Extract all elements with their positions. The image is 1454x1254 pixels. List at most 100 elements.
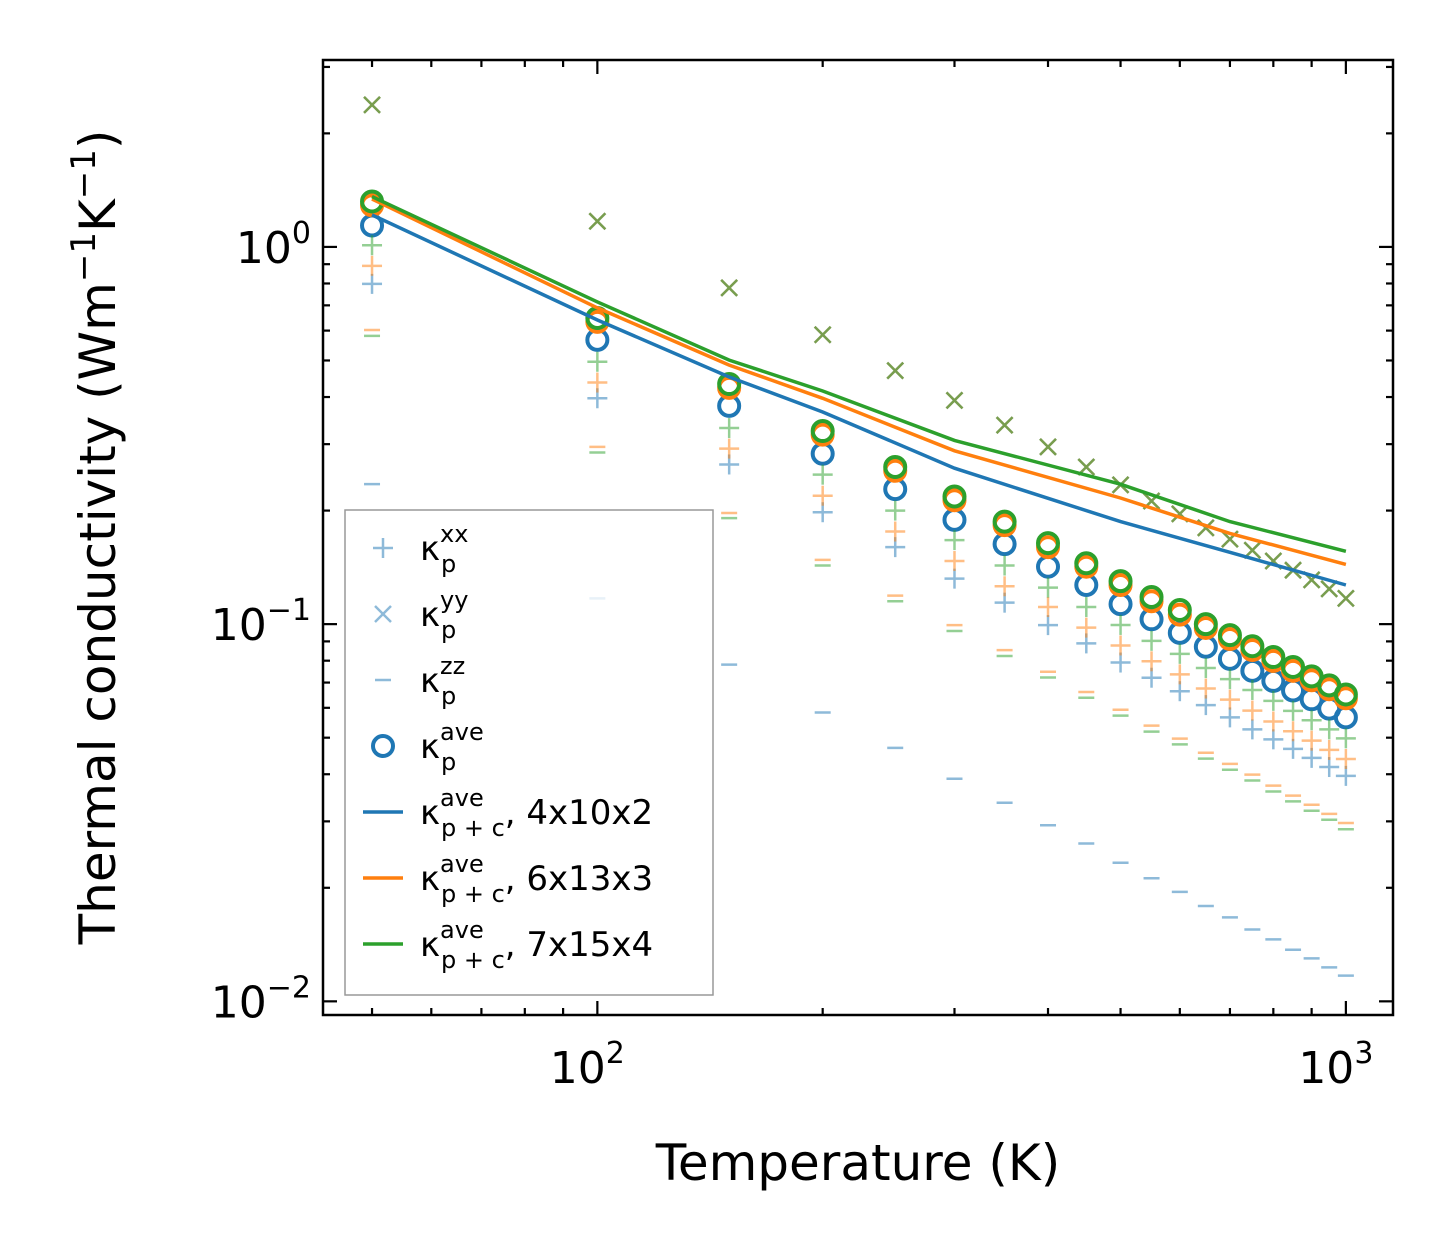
- data-point-x: [363, 95, 381, 114]
- data-point-plus: [1319, 719, 1340, 740]
- legend-label: κzz p: [420, 652, 465, 710]
- legend-marker-x: [374, 605, 392, 623]
- data-point-plus: [1335, 748, 1356, 769]
- data-point-plus: [1335, 765, 1356, 786]
- data-point-plus: [1263, 711, 1284, 732]
- data-point-plus: [362, 273, 383, 294]
- legend-marker-plus: [373, 538, 393, 558]
- data-point-plus: [1242, 679, 1263, 700]
- data-point-circle: [1139, 585, 1164, 610]
- data-point-plus: [885, 500, 906, 521]
- data-point-plus: [1110, 652, 1131, 673]
- data-point-plus: [1195, 678, 1216, 699]
- data-point-x: [1336, 589, 1355, 608]
- data-point-circle: [1074, 551, 1099, 576]
- data-point-plus: [1301, 747, 1322, 768]
- data-point-circle: [1240, 634, 1265, 659]
- data-point-circle: [810, 419, 835, 444]
- data-point-plus: [1242, 700, 1263, 721]
- data-point-plus: [812, 485, 833, 506]
- legend-frame: [344, 509, 714, 996]
- data-point-plus: [1038, 597, 1059, 618]
- data-point-plus: [994, 555, 1015, 576]
- plot-lines: [371, 195, 1347, 587]
- data-point-plus: [1263, 690, 1284, 711]
- x-axis-label: Temperature (K): [655, 1134, 1060, 1192]
- legend-entry: κave p: [371, 718, 484, 776]
- legend-entry: κzz p: [375, 652, 465, 710]
- data-point-plus: [1169, 664, 1190, 685]
- data-point-plus: [587, 351, 608, 372]
- series-line-green: [371, 195, 1347, 553]
- data-point-circle: [1261, 645, 1286, 670]
- series-line-blue: [371, 213, 1347, 587]
- data-point-circle: [992, 509, 1017, 534]
- data-point-plus: [1141, 630, 1162, 651]
- data-point-plus: [1219, 669, 1240, 690]
- data-point-circle: [1217, 623, 1242, 648]
- data-point-x: [995, 416, 1014, 434]
- data-point-plus: [1319, 757, 1340, 778]
- data-point-circle: [942, 484, 967, 509]
- axis-ticks: [323, 60, 1393, 1015]
- data-point-plus: [1283, 721, 1304, 742]
- data-point-plus: [1141, 651, 1162, 672]
- data-point-circle: [1036, 531, 1061, 556]
- data-point-plus: [885, 521, 906, 542]
- data-point-x: [588, 212, 607, 231]
- data-point-plus: [1335, 728, 1356, 749]
- legend-label: κave p: [420, 718, 484, 776]
- data-point-plus: [1242, 719, 1263, 740]
- data-point-plus: [944, 530, 965, 551]
- tick-labels: 102 103 100 10−1 10−2: [211, 216, 1374, 1094]
- data-point-plus: [719, 438, 740, 459]
- data-point-circle: [1333, 682, 1358, 707]
- legend-entry: κave p + c, 4x10x2: [363, 784, 653, 842]
- data-point-plus: [1301, 710, 1322, 731]
- data-point-plus: [1263, 729, 1284, 750]
- series-line-orange: [371, 197, 1347, 567]
- y-tick-label: 100: [236, 216, 311, 274]
- data-point-circle: [1036, 554, 1061, 579]
- data-point-plus: [1219, 707, 1240, 728]
- legend-label: κave p + c, 6x13x3: [420, 850, 653, 908]
- data-point-plus: [1195, 658, 1216, 679]
- data-point-plus: [1038, 577, 1059, 598]
- y-axis-label: Thermal conductivity (Wm−1K−1): [64, 130, 127, 946]
- data-point-x: [720, 278, 739, 297]
- data-point-plus: [587, 372, 608, 393]
- x-tick-label: 102: [550, 1036, 625, 1094]
- data-point-plus: [1110, 614, 1131, 635]
- data-point-plus: [1110, 635, 1131, 656]
- data-point-plus: [1076, 597, 1097, 618]
- y-tick-label: 10−2: [211, 970, 311, 1028]
- y-tick-label: 10−1: [211, 593, 311, 651]
- legend-label: κave p + c, 7x15x4: [420, 916, 653, 974]
- legend-label: κyy p: [420, 586, 468, 644]
- data-point-x: [886, 361, 905, 380]
- data-point-circle: [1167, 598, 1192, 623]
- x-tick-label: 103: [1298, 1036, 1373, 1094]
- legend-entry: κyy p: [374, 586, 468, 644]
- data-point-x: [1039, 438, 1057, 456]
- legend-label: κave p + c, 4x10x2: [420, 784, 653, 842]
- data-point-plus: [1283, 700, 1304, 721]
- data-point-plus: [1169, 643, 1190, 664]
- data-point-circle: [1108, 592, 1133, 617]
- data-point-circle: [1333, 705, 1358, 730]
- data-point-x: [945, 391, 964, 410]
- data-point-circle: [1108, 569, 1133, 594]
- legend-entry: κave p + c, 6x13x3: [363, 850, 653, 908]
- data-point-circle: [1240, 658, 1265, 683]
- data-point-plus: [1319, 739, 1340, 760]
- legend-entry: κxx p: [373, 520, 468, 578]
- data-point-plus: [944, 568, 965, 589]
- data-point-circle: [1217, 646, 1242, 671]
- data-point-circle: [717, 372, 742, 397]
- legend: κxx p κyy p κzz p κave p κave p + c, 4x10x2 κave p …: [344, 509, 714, 996]
- legend-label: κxx p: [420, 520, 468, 578]
- data-point-plus: [1301, 730, 1322, 751]
- plot-frame: [321, 58, 1395, 1017]
- data-point-circle: [1281, 654, 1306, 679]
